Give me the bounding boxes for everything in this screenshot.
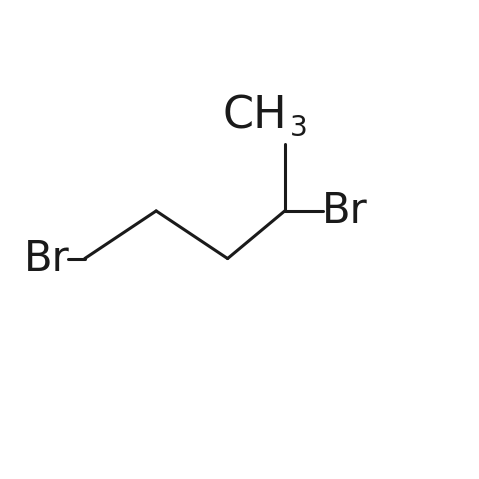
Text: Br: Br: [24, 238, 69, 280]
Text: 3: 3: [289, 114, 307, 142]
Text: CH: CH: [223, 94, 287, 137]
Text: Br: Br: [321, 190, 367, 232]
